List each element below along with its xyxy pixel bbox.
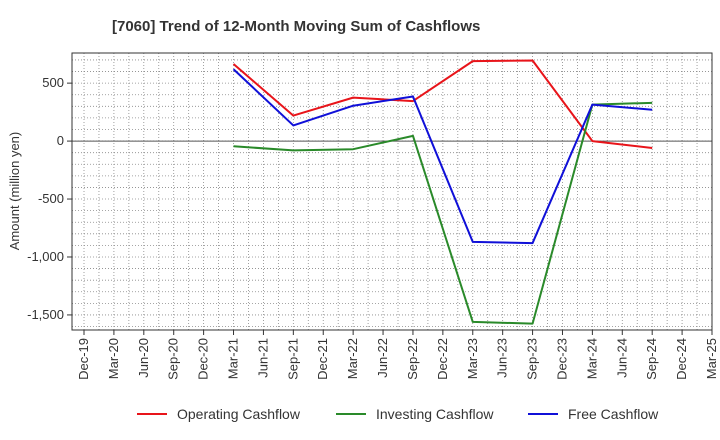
x-tick-label: Jun-22 bbox=[375, 338, 390, 378]
x-tick-label: Sep-21 bbox=[285, 338, 300, 380]
x-tick-label: Jun-23 bbox=[495, 338, 510, 378]
y-tick-label: -1,000 bbox=[27, 249, 64, 264]
y-ticks: 500 0 -500 -1,000 -1,500 bbox=[27, 75, 72, 322]
legend-label: Operating Cashflow bbox=[177, 406, 301, 422]
x-tick-label: Mar-23 bbox=[465, 338, 480, 379]
chart-title: [7060] Trend of 12-Month Moving Sum of C… bbox=[112, 18, 480, 35]
y-tick-label: -500 bbox=[38, 191, 64, 206]
x-tick-label: Sep-20 bbox=[166, 338, 181, 380]
legend: Operating Cashflow Investing Cashflow Free… bbox=[137, 406, 659, 422]
x-tick-label: Dec-22 bbox=[435, 338, 450, 380]
x-ticks: Dec-19 Mar-20 Jun-20 Sep-20 Dec-20 Mar-21 Jun-… bbox=[76, 330, 719, 380]
x-tick-label: Jun-21 bbox=[255, 338, 270, 378]
y-tick-label: 500 bbox=[42, 75, 64, 90]
series-line-free-cashflow bbox=[232, 68, 653, 245]
x-tick-label: Dec-21 bbox=[315, 338, 330, 380]
series-line-investing-cashflow bbox=[233, 101, 653, 325]
series-lines bbox=[232, 59, 653, 325]
x-tick-label: Sep-24 bbox=[644, 338, 659, 380]
x-tick-label: Mar-21 bbox=[226, 338, 241, 379]
y-tick-label: 0 bbox=[57, 133, 64, 148]
plot-frame bbox=[71, 52, 713, 331]
x-tick-label: Sep-22 bbox=[405, 338, 420, 380]
legend-label: Free Cashflow bbox=[568, 406, 659, 422]
y-axis-label: Amount (million yen) bbox=[7, 132, 22, 251]
x-tick-label: Dec-23 bbox=[554, 338, 569, 380]
x-tick-label: Dec-20 bbox=[196, 338, 211, 380]
x-tick-label: Mar-25 bbox=[704, 338, 719, 379]
x-tick-label: Mar-24 bbox=[584, 338, 599, 379]
x-tick-label: Jun-20 bbox=[136, 338, 151, 378]
x-tick-label: Jun-24 bbox=[614, 338, 629, 378]
x-tick-label: Dec-19 bbox=[76, 338, 91, 380]
y-tick-label: -1,500 bbox=[27, 307, 64, 322]
x-tick-label: Mar-20 bbox=[106, 338, 121, 379]
x-tick-label: Dec-24 bbox=[674, 338, 689, 380]
grid bbox=[72, 53, 713, 330]
x-tick-label: Mar-22 bbox=[345, 338, 360, 379]
legend-label: Investing Cashflow bbox=[376, 406, 494, 422]
x-tick-label: Sep-23 bbox=[525, 338, 540, 380]
